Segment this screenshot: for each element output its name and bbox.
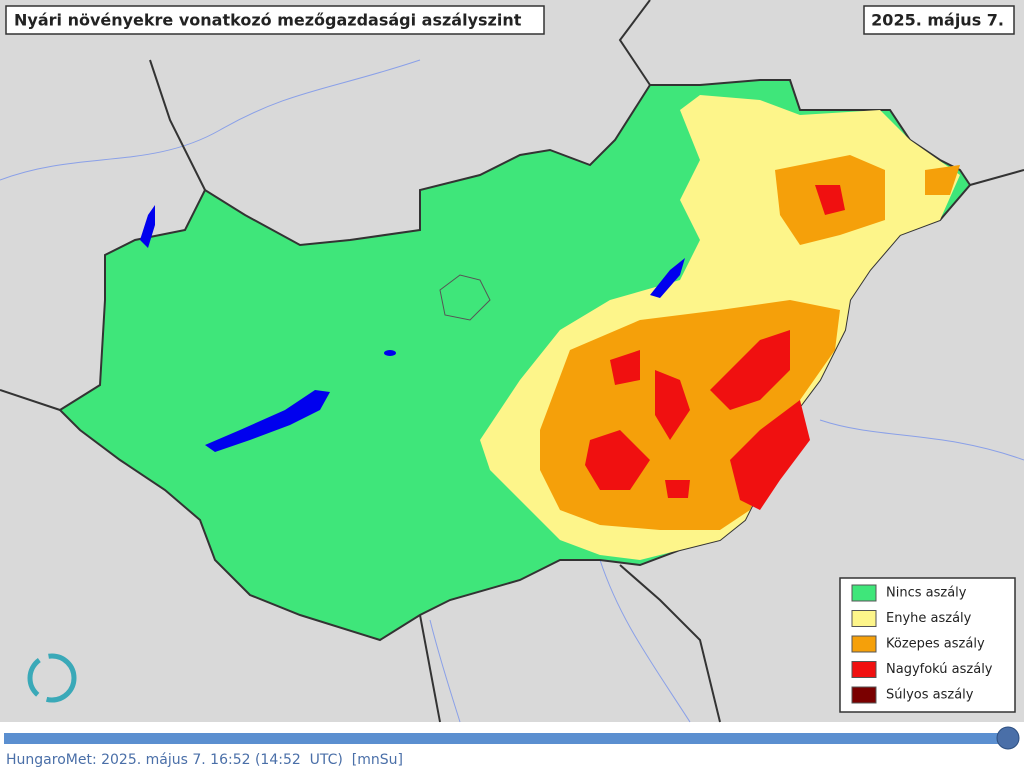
zone-moderate [540,155,960,530]
slider-knob[interactable] [996,726,1020,750]
map-title: Nyári növényekre vonatkozó mezőgazdasági… [14,11,522,30]
legend-label: Súlyos aszály [886,688,974,703]
legend-swatch [851,661,877,678]
legend-label: Közepes aszály [886,637,985,652]
lakes [140,205,685,452]
legend: Nincs aszály Enyhe aszály Közepes aszály Na… [851,584,993,704]
title-box [5,5,545,35]
legend-swatch [851,635,877,653]
legend-swatch [851,686,877,704]
legend-label: Nagyfokú aszály [886,662,993,677]
map-date: 2025. május 7. [871,11,1004,30]
source: HungaroMet [6,752,92,768]
time-slider[interactable] [4,733,1010,744]
zone-severe [585,185,845,510]
rivers [0,59,1024,723]
timestamp: : 2025. május 7. 16:52 (14:52 UTC) [mnSu… [91,752,403,768]
borders [0,0,1024,723]
logo [27,653,77,703]
map: Nyári növényekre vonatkozó mezőgazdasági… [0,0,1024,750]
legend-swatch [851,584,877,602]
legend-label: Enyhe aszály [886,611,972,626]
capital [439,274,491,321]
legend-label: Nincs aszály [886,586,967,601]
date-box [863,5,1015,35]
legend-swatch [851,610,877,627]
footer: HungaroMet: 2025. május 7. 16:52 (14:52 … [6,752,403,768]
